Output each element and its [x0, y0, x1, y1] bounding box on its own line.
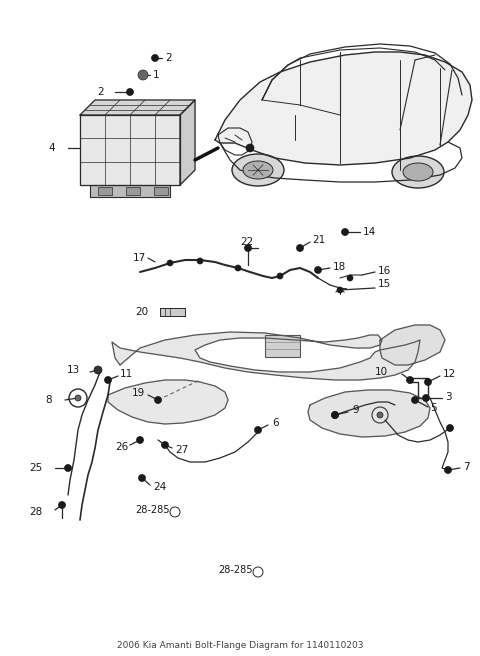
Text: 13: 13	[67, 365, 80, 375]
Circle shape	[235, 265, 241, 271]
Circle shape	[75, 395, 81, 401]
Circle shape	[277, 273, 283, 279]
Circle shape	[136, 436, 144, 443]
Circle shape	[105, 377, 111, 384]
Circle shape	[424, 379, 432, 386]
Polygon shape	[112, 332, 420, 380]
Circle shape	[446, 424, 454, 432]
Circle shape	[246, 144, 254, 152]
Text: 11: 11	[120, 369, 133, 379]
Circle shape	[422, 394, 430, 401]
Circle shape	[152, 54, 158, 62]
Text: 15: 15	[378, 279, 391, 289]
Text: 2: 2	[165, 53, 172, 63]
Circle shape	[254, 426, 262, 434]
Circle shape	[138, 70, 148, 80]
Text: 2: 2	[97, 87, 104, 97]
Circle shape	[314, 266, 322, 274]
Text: 16: 16	[378, 266, 391, 276]
Polygon shape	[80, 115, 180, 185]
Circle shape	[197, 258, 203, 264]
Polygon shape	[108, 380, 228, 424]
Text: 8: 8	[46, 395, 52, 405]
Text: 4: 4	[48, 143, 55, 153]
Circle shape	[64, 464, 72, 472]
Text: 3: 3	[445, 392, 452, 402]
Circle shape	[444, 466, 452, 474]
Circle shape	[332, 411, 338, 419]
Circle shape	[59, 501, 65, 508]
Text: 28-285: 28-285	[135, 505, 169, 515]
Circle shape	[161, 441, 168, 449]
Text: 26: 26	[115, 442, 128, 452]
Text: 7: 7	[463, 462, 469, 472]
Circle shape	[337, 287, 343, 293]
Text: 28-285: 28-285	[218, 565, 252, 575]
Text: 12: 12	[443, 369, 456, 379]
Bar	[126, 187, 140, 195]
Text: 10: 10	[375, 367, 388, 377]
Text: 25: 25	[30, 463, 43, 473]
Circle shape	[139, 474, 145, 482]
Text: 19: 19	[132, 388, 145, 398]
Text: 14: 14	[363, 227, 376, 237]
Circle shape	[407, 377, 413, 384]
Bar	[98, 187, 112, 195]
Circle shape	[411, 396, 419, 403]
Text: 1: 1	[153, 70, 160, 80]
Text: 24: 24	[153, 482, 166, 492]
Polygon shape	[215, 52, 472, 165]
Circle shape	[127, 89, 133, 96]
Circle shape	[347, 275, 353, 281]
Text: 9: 9	[352, 405, 359, 415]
Polygon shape	[180, 100, 195, 185]
Bar	[160, 308, 185, 316]
Circle shape	[297, 245, 303, 251]
Circle shape	[155, 396, 161, 403]
Bar	[265, 335, 300, 357]
Circle shape	[377, 412, 383, 418]
Text: 27: 27	[175, 445, 188, 455]
Text: 5: 5	[430, 403, 437, 413]
Polygon shape	[380, 325, 445, 365]
Text: 28: 28	[30, 507, 43, 517]
Ellipse shape	[243, 161, 273, 179]
Text: 2006 Kia Amanti Bolt-Flange Diagram for 1140110203: 2006 Kia Amanti Bolt-Flange Diagram for …	[117, 640, 363, 649]
Ellipse shape	[403, 163, 433, 181]
Circle shape	[341, 228, 348, 236]
Text: 22: 22	[240, 237, 253, 247]
Text: 18: 18	[333, 262, 346, 272]
Polygon shape	[80, 100, 195, 115]
Circle shape	[332, 411, 338, 419]
Bar	[90, 185, 170, 197]
Circle shape	[244, 245, 252, 251]
Bar	[154, 187, 168, 195]
Circle shape	[94, 366, 102, 374]
Ellipse shape	[392, 156, 444, 188]
Polygon shape	[308, 390, 430, 437]
Text: 20: 20	[135, 307, 148, 317]
Text: 21: 21	[312, 235, 325, 245]
Text: 6: 6	[272, 418, 278, 428]
Ellipse shape	[232, 154, 284, 186]
Text: 17: 17	[133, 253, 146, 263]
Circle shape	[167, 260, 173, 266]
